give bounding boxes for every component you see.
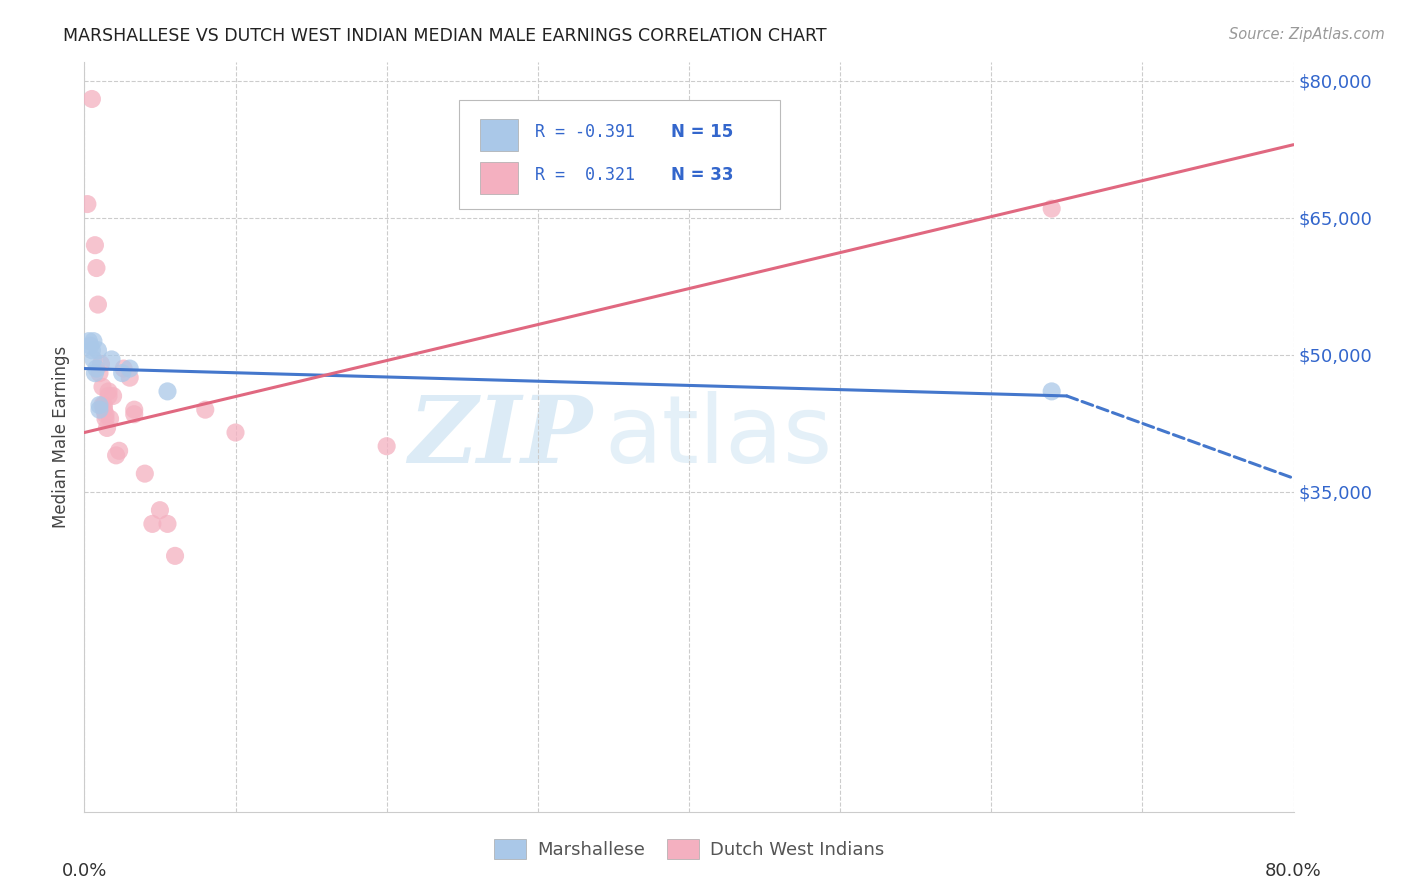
- Point: [89, 402, 111, 417]
- Point: [91, 380, 114, 394]
- Point: [108, 443, 131, 458]
- Point: [111, 366, 134, 380]
- Point: [100, 352, 122, 367]
- Point: [134, 467, 156, 481]
- Point: [94, 407, 117, 421]
- Y-axis label: Median Male Earnings: Median Male Earnings: [52, 346, 70, 528]
- Point: [84, 238, 107, 252]
- Point: [97, 389, 120, 403]
- Point: [112, 361, 135, 376]
- Point: [93, 402, 115, 417]
- Point: [80, 343, 103, 358]
- Point: [89, 398, 111, 412]
- Point: [93, 398, 115, 412]
- Point: [225, 425, 247, 440]
- Text: N = 15: N = 15: [671, 123, 733, 141]
- Point: [79, 339, 101, 353]
- Text: MARSHALLESE VS DUTCH WEST INDIAN MEDIAN MALE EARNINGS CORRELATION CHART: MARSHALLESE VS DUTCH WEST INDIAN MEDIAN …: [63, 27, 827, 45]
- Point: [1040, 202, 1063, 216]
- FancyBboxPatch shape: [460, 100, 780, 209]
- Point: [80, 92, 103, 106]
- FancyBboxPatch shape: [479, 161, 519, 194]
- Point: [194, 402, 217, 417]
- Text: 80.0%: 80.0%: [1265, 862, 1322, 880]
- Point: [118, 361, 141, 376]
- Text: R =  0.321: R = 0.321: [536, 166, 636, 184]
- Point: [86, 260, 108, 275]
- Point: [149, 503, 172, 517]
- Point: [97, 384, 120, 399]
- Point: [165, 549, 187, 563]
- Point: [122, 402, 145, 417]
- Point: [1040, 384, 1063, 399]
- FancyBboxPatch shape: [479, 119, 519, 151]
- Point: [89, 366, 111, 380]
- Point: [76, 197, 98, 211]
- Point: [98, 412, 121, 426]
- Point: [141, 516, 163, 531]
- Legend: Marshallese, Dutch West Indians: Marshallese, Dutch West Indians: [486, 832, 891, 866]
- Point: [156, 384, 179, 399]
- Point: [105, 448, 128, 462]
- Text: N = 33: N = 33: [671, 166, 734, 184]
- Point: [91, 398, 114, 412]
- Point: [77, 334, 100, 348]
- Text: R = -0.391: R = -0.391: [536, 123, 636, 141]
- Point: [90, 357, 112, 371]
- Point: [96, 421, 118, 435]
- Point: [94, 412, 117, 426]
- Point: [101, 389, 124, 403]
- Text: atlas: atlas: [605, 391, 832, 483]
- Point: [84, 366, 107, 380]
- Point: [82, 334, 104, 348]
- Point: [156, 516, 179, 531]
- Point: [122, 407, 145, 421]
- Point: [375, 439, 398, 453]
- Point: [87, 297, 110, 311]
- Text: Source: ZipAtlas.com: Source: ZipAtlas.com: [1229, 27, 1385, 42]
- Point: [87, 343, 110, 358]
- Point: [82, 352, 104, 367]
- Point: [118, 370, 141, 384]
- Text: ZIP: ZIP: [408, 392, 592, 482]
- Text: 0.0%: 0.0%: [62, 862, 107, 880]
- Point: [86, 361, 108, 376]
